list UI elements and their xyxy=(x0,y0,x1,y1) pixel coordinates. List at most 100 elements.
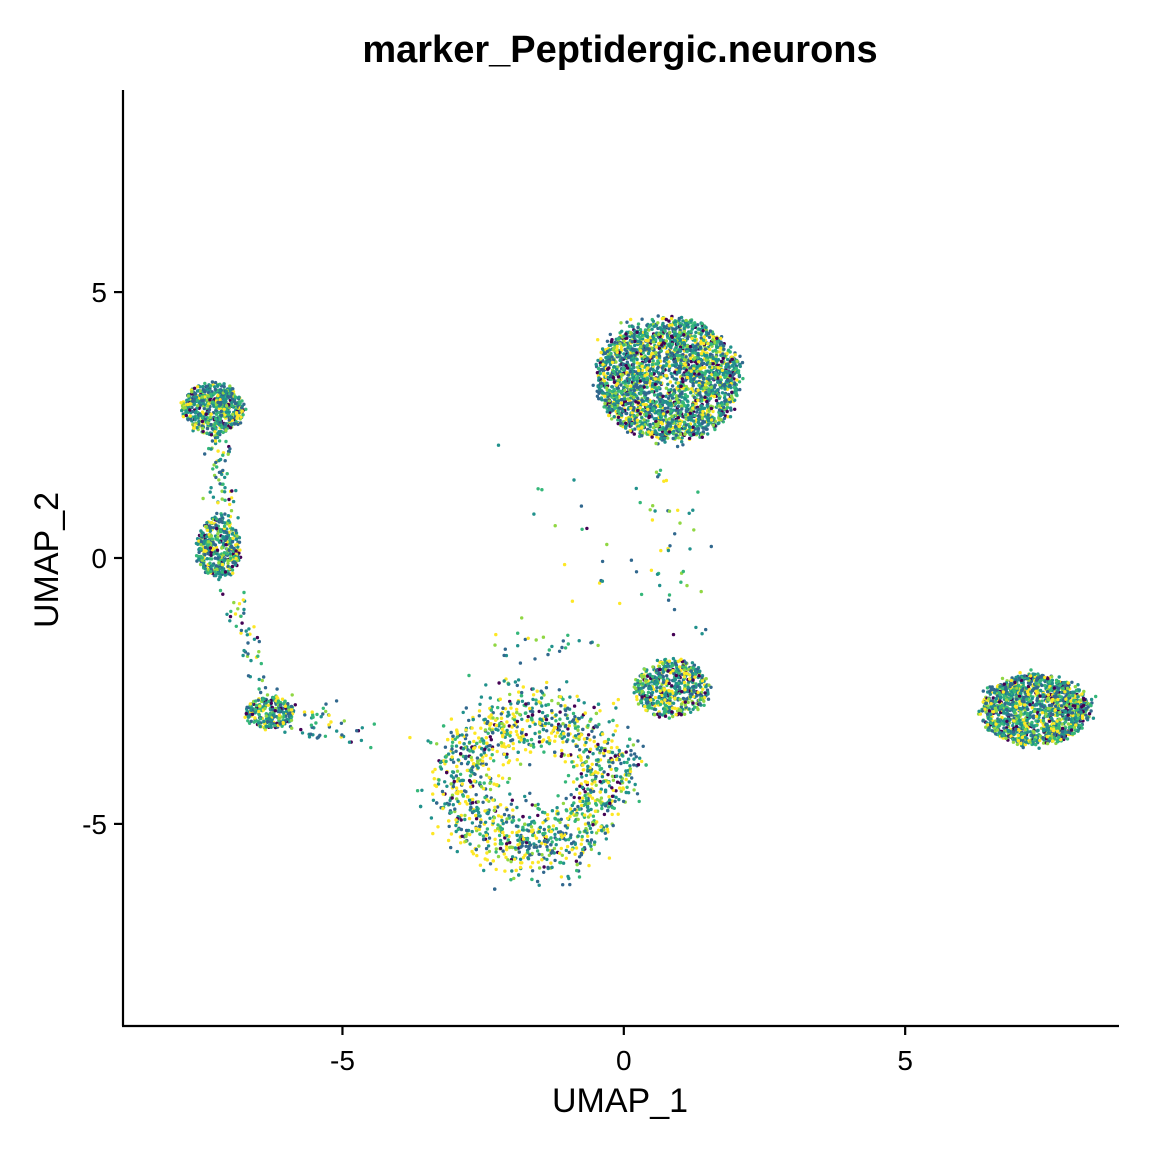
scatter-point xyxy=(1021,718,1025,722)
scatter-point xyxy=(192,386,197,390)
scatter-point xyxy=(198,413,203,418)
scatter-point xyxy=(670,334,674,338)
scatter-point xyxy=(713,340,717,345)
scatter-point xyxy=(659,420,663,425)
scatter-point xyxy=(626,355,631,360)
scatter-point xyxy=(607,343,611,348)
scatter-point xyxy=(644,412,649,416)
scatter-point xyxy=(1069,728,1074,732)
scatter-point xyxy=(989,702,993,706)
scatter-point xyxy=(216,400,220,404)
scatter-point xyxy=(664,339,669,343)
scatter-point xyxy=(1028,703,1032,707)
scatter-point xyxy=(725,409,729,414)
scatter-point xyxy=(676,400,681,404)
scatter-point xyxy=(672,355,677,359)
scatter-point xyxy=(694,330,698,335)
scatter-point xyxy=(656,314,660,318)
scatter-point xyxy=(599,357,603,361)
scatter-point xyxy=(625,336,629,340)
scatter-point xyxy=(224,428,228,433)
scatter-point xyxy=(659,437,663,441)
scatter-point xyxy=(730,357,734,361)
scatter-point xyxy=(686,344,690,348)
scatter-point xyxy=(693,356,697,360)
scatter-point xyxy=(706,419,711,423)
scatter-point xyxy=(652,393,657,397)
scatter-point xyxy=(725,378,730,383)
scatter-point xyxy=(1025,730,1030,734)
scatter-point xyxy=(626,346,630,350)
scatter-point xyxy=(616,378,621,382)
scatter-point xyxy=(1019,678,1024,683)
scatter-point xyxy=(619,421,623,425)
scatter-point xyxy=(730,390,734,394)
scatter-point xyxy=(625,430,630,434)
scatter-point xyxy=(714,398,719,403)
scatter-point xyxy=(624,411,628,416)
scatter-point xyxy=(986,723,990,727)
scatter-point xyxy=(692,364,696,368)
scatter-point xyxy=(1080,726,1084,730)
scatter-point xyxy=(612,387,616,392)
scatter-point xyxy=(1034,742,1038,747)
scatter-point xyxy=(674,408,678,412)
scatter-point xyxy=(689,359,694,364)
scatter-point xyxy=(1062,735,1067,740)
scatter-point xyxy=(1048,731,1052,735)
scatter-point xyxy=(986,728,990,732)
scatter-point xyxy=(648,381,652,385)
scatter-point xyxy=(723,387,727,391)
scatter-point xyxy=(652,417,656,421)
scatter-point xyxy=(1054,726,1059,730)
scatter-point xyxy=(738,363,742,367)
scatter-point xyxy=(1056,706,1060,710)
scatter-point xyxy=(1073,685,1078,689)
scatter-point xyxy=(194,554,199,558)
scatter-point xyxy=(1038,678,1042,683)
scatter-point xyxy=(700,370,704,375)
scatter-point xyxy=(685,349,689,354)
scatter-point xyxy=(994,732,998,736)
scatter-point xyxy=(237,395,241,400)
scatter-point xyxy=(615,372,620,376)
scatter-point xyxy=(1067,694,1071,698)
scatter-point xyxy=(195,403,200,408)
scatter-point xyxy=(701,430,705,434)
scatter-point xyxy=(654,345,658,349)
scatter-point xyxy=(649,402,653,407)
scatter-point xyxy=(689,375,693,379)
scatter-point xyxy=(981,719,985,723)
scatter-point xyxy=(1014,678,1018,682)
scatter-point xyxy=(622,385,626,390)
scatter-point xyxy=(621,362,625,366)
scatter-point xyxy=(990,729,994,733)
scatter-point xyxy=(1010,707,1014,711)
scatter-point xyxy=(713,371,718,375)
scatter-point xyxy=(1055,701,1059,705)
scatter-point xyxy=(1094,694,1098,699)
scatter-point xyxy=(654,422,658,426)
scatter-point xyxy=(638,332,642,336)
scatter-point xyxy=(658,381,663,385)
scatter-point xyxy=(618,342,622,346)
scatter-point xyxy=(704,358,708,362)
scatter-point xyxy=(689,369,693,373)
scatter-point xyxy=(670,384,675,388)
scatter-point xyxy=(726,348,731,352)
scatter-point xyxy=(656,365,660,369)
scatter-point xyxy=(632,421,637,425)
scatter-point xyxy=(205,426,210,431)
scatter-point xyxy=(1003,702,1007,706)
scatter-point xyxy=(1022,721,1027,726)
scatter-point xyxy=(651,334,655,339)
scatter-point xyxy=(637,424,641,428)
scatter-point xyxy=(1024,740,1028,744)
scatter-point xyxy=(654,350,658,355)
scatter-point xyxy=(639,344,643,349)
scatter-point xyxy=(1057,675,1061,679)
scatter-point xyxy=(1079,698,1083,702)
scatter-point xyxy=(213,380,218,385)
scatter-point xyxy=(671,392,676,396)
scatter-point xyxy=(1016,733,1021,738)
